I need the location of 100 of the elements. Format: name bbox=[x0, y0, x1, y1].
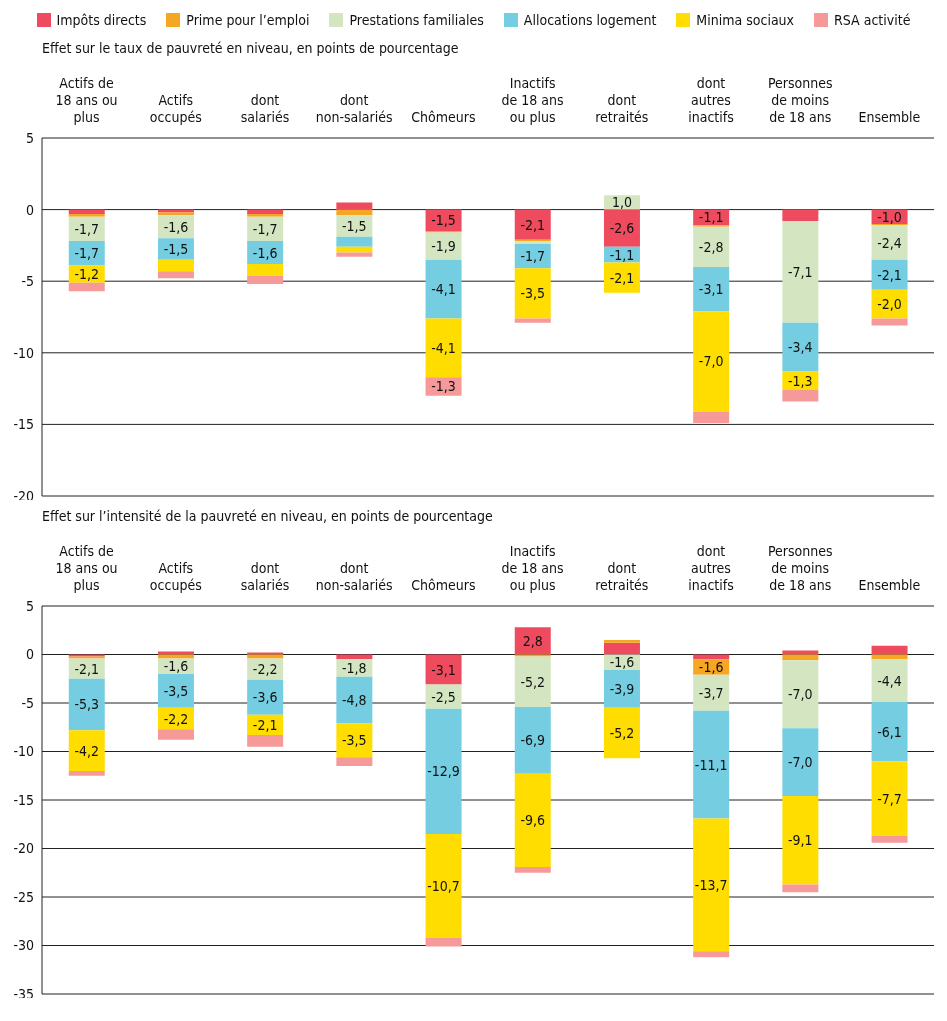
data-label: -1,3 bbox=[788, 372, 813, 389]
bar bbox=[68, 216, 105, 242]
data-label: -4,8 bbox=[342, 692, 367, 709]
bar bbox=[603, 670, 640, 708]
bar bbox=[782, 728, 819, 797]
bar bbox=[68, 241, 105, 266]
bar bbox=[247, 264, 284, 276]
y-tick-label: 5 bbox=[25, 129, 34, 146]
bar bbox=[514, 243, 551, 269]
data-label: -3,5 bbox=[520, 285, 546, 302]
x-tick-label: dont salariés bbox=[240, 560, 290, 593]
bar bbox=[871, 659, 908, 703]
bar bbox=[693, 226, 730, 267]
data-label: -2,4 bbox=[877, 234, 902, 251]
data-label: -1,3 bbox=[431, 378, 456, 395]
data-label: -3,4 bbox=[788, 339, 813, 356]
bar bbox=[871, 259, 908, 290]
legend-label: Allocations logement bbox=[523, 12, 657, 28]
bar bbox=[157, 271, 194, 279]
bar bbox=[425, 833, 462, 938]
y-tick-label: -15 bbox=[13, 416, 34, 433]
data-label: -1,5 bbox=[163, 240, 189, 257]
bar bbox=[514, 656, 551, 707]
data-label: -7,1 bbox=[788, 263, 813, 280]
bar bbox=[514, 268, 551, 319]
data-label: -4,2 bbox=[74, 742, 100, 759]
bar bbox=[782, 390, 819, 402]
data-label: -1,6 bbox=[609, 654, 635, 671]
data-label: -5,2 bbox=[520, 673, 546, 690]
x-tick-label: Actifs occupés bbox=[149, 92, 202, 125]
bar bbox=[336, 246, 373, 253]
bar bbox=[157, 259, 194, 272]
data-label: -1,5 bbox=[342, 218, 367, 235]
data-label: -7,0 bbox=[698, 353, 724, 370]
data-label: -2,1 bbox=[252, 716, 278, 733]
data-label: -3,7 bbox=[698, 684, 724, 701]
data-label: 2,8 bbox=[522, 632, 543, 649]
bar bbox=[782, 884, 819, 893]
data-label: -9,6 bbox=[520, 812, 546, 829]
data-label: -9,1 bbox=[788, 832, 813, 849]
bar bbox=[871, 702, 908, 762]
bar bbox=[157, 729, 194, 740]
bar bbox=[782, 796, 819, 885]
bar bbox=[693, 674, 730, 711]
legend-label: Minima sociaux bbox=[696, 12, 795, 28]
bar bbox=[68, 213, 105, 217]
y-tick-label: 0 bbox=[25, 201, 34, 218]
data-label: -2,1 bbox=[520, 216, 546, 233]
data-label: -1,8 bbox=[342, 660, 367, 677]
data-label: -7,7 bbox=[877, 790, 902, 807]
y-tick-label: -15 bbox=[13, 791, 34, 808]
x-tick-label: Inactifs de 18 ans ou plus bbox=[501, 75, 564, 125]
x-tick-label: Inactifs de 18 ans ou plus bbox=[501, 543, 564, 593]
data-label: -7,0 bbox=[788, 754, 813, 771]
x-tick-label: Actifs occupés bbox=[149, 560, 202, 593]
bar bbox=[68, 730, 105, 771]
data-label: -2,2 bbox=[252, 661, 278, 678]
bar bbox=[693, 266, 730, 312]
data-label: -2,0 bbox=[877, 296, 902, 313]
x-tick-label: dont retraités bbox=[595, 560, 649, 593]
y-tick-label: -25 bbox=[13, 888, 34, 905]
bar bbox=[871, 225, 908, 260]
x-tick-label: dont autres inactifs bbox=[688, 543, 734, 593]
bar bbox=[68, 678, 105, 731]
bar bbox=[336, 757, 373, 767]
bar bbox=[247, 679, 284, 715]
y-tick-label: -30 bbox=[13, 937, 34, 954]
x-tick-label: Ensemble bbox=[858, 109, 921, 125]
x-tick-label: Chômeurs bbox=[411, 577, 476, 593]
bar bbox=[871, 761, 908, 836]
bar bbox=[425, 708, 462, 834]
bar bbox=[514, 866, 551, 873]
data-label: -1,0 bbox=[877, 208, 902, 225]
bar bbox=[782, 650, 819, 655]
data-label: -1,6 bbox=[163, 218, 189, 235]
bar bbox=[247, 735, 284, 747]
bar bbox=[157, 673, 194, 708]
data-label: -1,7 bbox=[252, 220, 278, 237]
data-label: -4,1 bbox=[431, 339, 456, 356]
bar bbox=[68, 770, 105, 776]
data-label: -12,9 bbox=[427, 763, 460, 780]
bar bbox=[425, 654, 462, 685]
data-label: -3,5 bbox=[163, 682, 189, 699]
legend-label: Prime pour l’emploi bbox=[186, 12, 310, 28]
x-tick-label: dont retraités bbox=[595, 92, 649, 125]
bar bbox=[603, 642, 640, 655]
data-label: -4,1 bbox=[431, 281, 456, 298]
bar bbox=[336, 202, 373, 210]
bar bbox=[871, 318, 908, 326]
y-tick-label: -10 bbox=[13, 743, 34, 760]
data-label: -1,5 bbox=[431, 212, 456, 229]
bar bbox=[782, 221, 819, 323]
data-label: -5,2 bbox=[609, 725, 635, 742]
data-label: -1,7 bbox=[74, 245, 100, 262]
x-tick-label: Personnes de moins de 18 ans bbox=[767, 543, 833, 593]
chart-title: Effet sur le taux de pauvreté en niveau, en points de pourcentage bbox=[42, 40, 460, 56]
chart-title: Effet sur l’intensité de la pauvreté en niveau, en points de pourcentage bbox=[42, 508, 494, 524]
data-label: -3,1 bbox=[698, 281, 724, 298]
data-label: -1,7 bbox=[520, 248, 546, 265]
bar bbox=[514, 773, 551, 867]
